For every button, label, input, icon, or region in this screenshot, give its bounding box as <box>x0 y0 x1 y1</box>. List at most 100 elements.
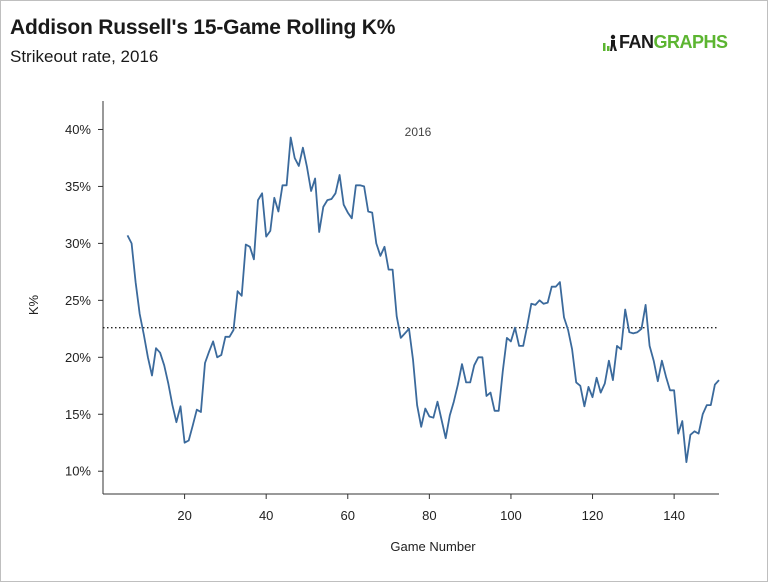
data-point <box>563 316 566 319</box>
data-point <box>395 315 398 318</box>
x-tick-label: 140 <box>663 508 685 523</box>
data-point <box>526 324 529 327</box>
brand-fan-text: FAN <box>619 32 654 52</box>
y-tick-label: 20% <box>65 350 91 365</box>
y-tick-label: 25% <box>65 293 91 308</box>
data-point <box>640 327 643 330</box>
y-axis-ticks: 10% 15% 20% 25% 30% 35% 40% <box>65 122 103 479</box>
data-point <box>428 415 431 418</box>
data-point <box>350 217 353 220</box>
data-point <box>575 381 578 384</box>
data-point <box>673 389 676 392</box>
data-point <box>628 331 631 334</box>
data-point <box>505 336 508 339</box>
data-point <box>591 396 594 399</box>
data-point <box>416 404 419 407</box>
data-point <box>151 374 154 377</box>
chart-axes <box>102 101 719 495</box>
data-point <box>330 198 333 201</box>
data-point <box>228 335 231 338</box>
data-point <box>403 332 406 335</box>
data-point <box>248 245 251 248</box>
fangraphs-player-icon <box>602 34 618 52</box>
data-point <box>481 356 484 359</box>
data-point <box>399 336 402 339</box>
k-rate-series-line <box>126 136 720 463</box>
data-point <box>224 335 227 338</box>
data-point <box>713 383 716 386</box>
data-point <box>603 382 606 385</box>
data-point <box>338 174 341 177</box>
data-point <box>195 408 198 411</box>
data-point <box>509 340 512 343</box>
data-point <box>693 430 696 433</box>
data-point <box>420 425 423 428</box>
data-point <box>558 281 561 284</box>
data-point <box>285 184 288 187</box>
data-point <box>489 391 492 394</box>
data-point <box>436 400 439 403</box>
data-point <box>583 405 586 408</box>
data-point <box>452 400 455 403</box>
data-point <box>391 268 394 271</box>
fangraphs-logo: FAN GRAPHS <box>602 32 728 53</box>
data-point <box>465 381 468 384</box>
data-point <box>371 211 374 214</box>
data-point <box>204 362 207 365</box>
data-point <box>179 405 182 408</box>
data-point <box>697 432 700 435</box>
y-tick-label: 15% <box>65 407 91 422</box>
data-point <box>130 242 133 245</box>
x-tick-label: 20 <box>177 508 191 523</box>
data-point <box>281 184 284 187</box>
data-point <box>681 420 684 423</box>
data-point <box>310 190 313 193</box>
data-point <box>546 301 549 304</box>
data-point <box>644 303 647 306</box>
data-point <box>363 185 366 188</box>
y-tick-label: 10% <box>65 464 91 479</box>
data-point <box>232 329 235 332</box>
x-tick-label: 120 <box>582 508 604 523</box>
y-tick-label: 35% <box>65 179 91 194</box>
data-point <box>493 409 496 412</box>
data-point <box>705 404 708 407</box>
data-point <box>677 432 680 435</box>
data-point <box>518 344 521 347</box>
data-point <box>444 437 447 440</box>
data-point <box>461 363 464 366</box>
data-point <box>367 210 370 213</box>
data-point <box>567 329 570 332</box>
season-annotation: 2016 <box>405 125 432 139</box>
data-point <box>146 356 149 359</box>
data-point <box>701 413 704 416</box>
data-point <box>669 389 672 392</box>
data-point <box>265 235 268 238</box>
x-tick-label: 40 <box>259 508 273 523</box>
data-point <box>595 376 598 379</box>
data-point <box>183 441 186 444</box>
data-point <box>599 391 602 394</box>
data-point <box>289 136 292 139</box>
data-point <box>342 203 345 206</box>
data-point <box>652 359 655 362</box>
data-point <box>424 407 427 410</box>
data-point <box>534 303 537 306</box>
data-point <box>191 424 194 427</box>
data-point <box>607 359 610 362</box>
data-point <box>375 242 378 245</box>
data-point <box>718 379 721 382</box>
data-point <box>346 211 349 214</box>
data-point <box>648 344 651 347</box>
x-tick-label: 100 <box>500 508 522 523</box>
brand-graphs-text: GRAPHS <box>653 32 729 52</box>
data-point <box>273 196 276 199</box>
data-point <box>301 146 304 149</box>
data-point <box>412 358 415 361</box>
data-point <box>616 344 619 347</box>
data-point <box>167 382 170 385</box>
data-point <box>477 356 480 359</box>
data-point <box>354 184 357 187</box>
data-point <box>542 302 545 305</box>
data-point <box>383 245 386 248</box>
